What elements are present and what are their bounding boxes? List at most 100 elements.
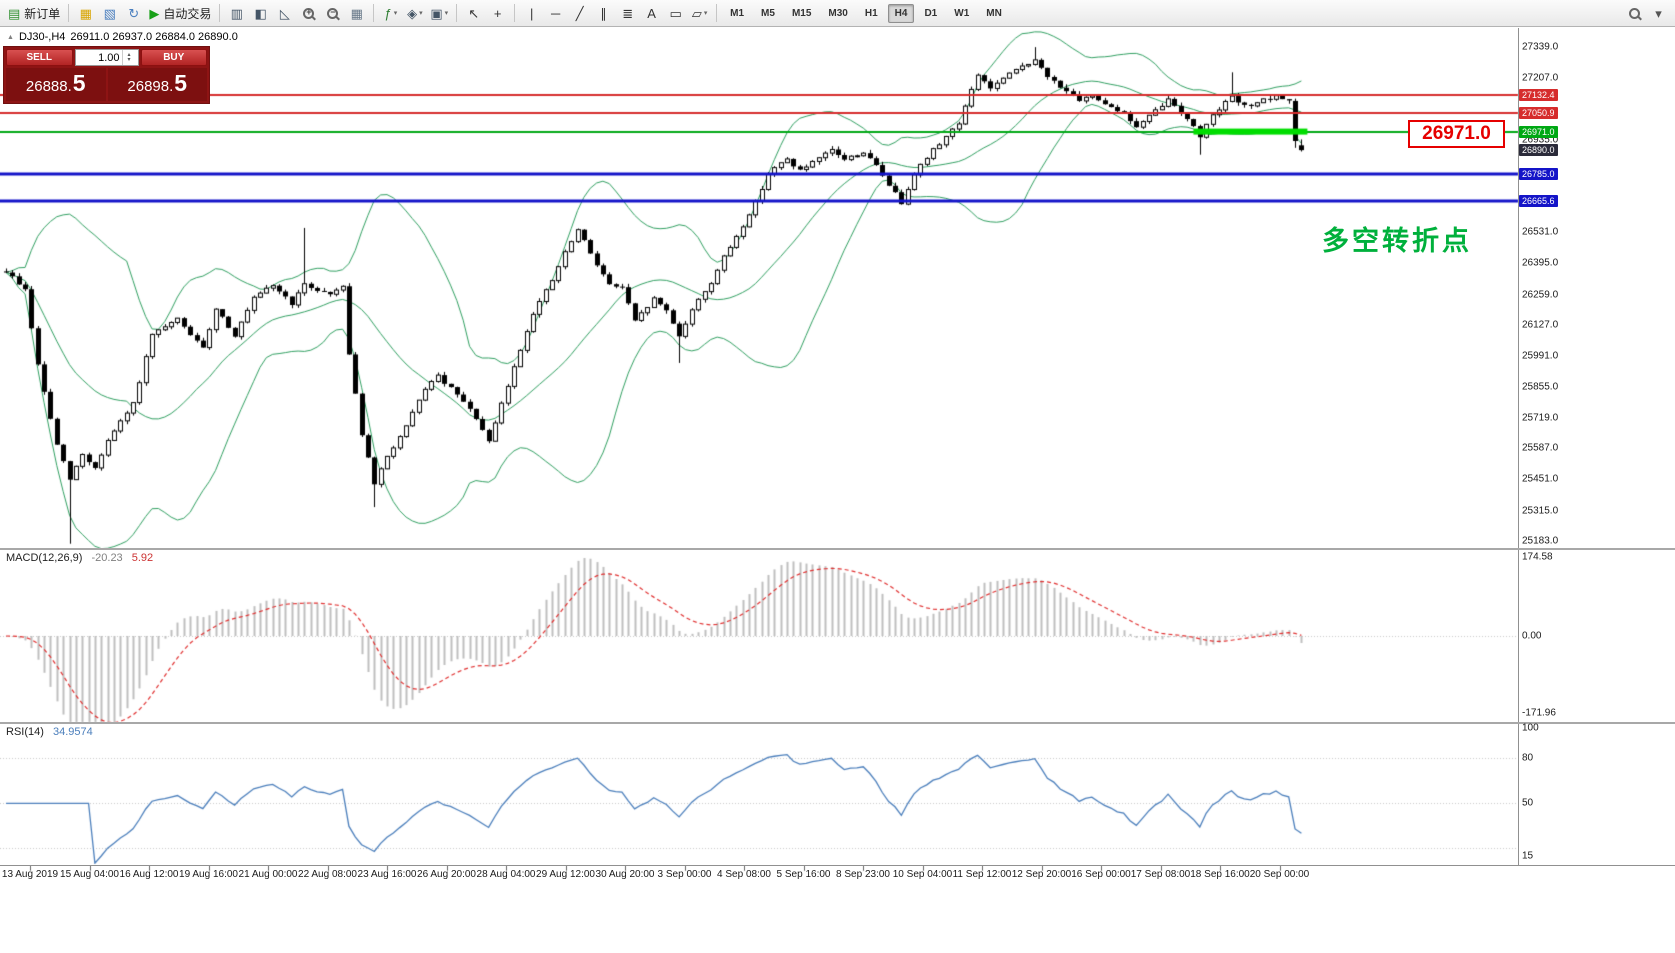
new-chart-icon[interactable]: ▦ [74,3,97,24]
candlestick-chart-icon-glyph: ◧ [254,5,267,21]
time-axis-label: 28 Aug 04:00 [476,869,536,880]
toolbar-separator [68,4,70,22]
equidistant-channel-icon[interactable]: ∥ [592,3,615,24]
toolbar: ▤新订单▦▧↻▶自动交易▥◧◺▦ƒ▾◈▾▣▾↖+|─╱∥≣A▭▱▾M1M5M15… [0,0,1675,27]
price-axis-label: 27207.0 [1522,72,1559,84]
time-axis-tick [149,866,150,870]
cursor-icon-glyph: ↖ [468,5,480,21]
text-icon[interactable]: A [640,3,663,24]
timeframe-h4[interactable]: H4 [887,3,915,23]
new-order-button-glyph: ▤ [8,5,21,21]
time-axis-label: 16 Sep 00:00 [1071,869,1131,880]
time-axis-label: 30 Aug 20:00 [595,869,655,880]
timeframe-d1[interactable]: D1 [924,7,938,19]
windows-menu[interactable]: ▣ ▾ [427,3,451,24]
price-callout-box[interactable]: 26971.0 [1408,120,1505,148]
trendline-icon[interactable]: ╱ [568,3,591,24]
price-line-tag[interactable]: 27132.4 [1519,88,1558,101]
search-icon[interactable] [1623,3,1646,24]
price-line-tag[interactable]: 26665.6 [1519,195,1558,208]
timeframe-m30[interactable]: M30 [828,7,848,19]
price-line-tag[interactable]: 26785.0 [1519,168,1558,181]
objects-menu[interactable]: ◈ ▾ [403,3,426,24]
time-axis-tick [625,866,626,870]
label-icon-glyph: ▭ [669,5,682,21]
price-axis-label: 26395.0 [1522,257,1559,269]
zoom-in-icon[interactable] [297,3,320,24]
menu-chevron-icon[interactable]: ▾ [1647,3,1670,24]
cursor-icon[interactable]: ↖ [462,3,485,24]
indicators-menu[interactable]: ƒ ▾ [379,3,402,24]
time-axis-label: 22 Aug 08:00 [298,869,357,880]
collapse-panel-icon[interactable]: ▲ [7,33,14,41]
time-axis-label: 16 Aug 12:00 [119,869,179,880]
sell-button[interactable]: SELL [6,49,73,66]
toolbar-separator [456,4,458,22]
toolbar-separator [716,4,718,22]
shapes-menu[interactable]: ▱ ▾ [688,3,711,24]
time-axis-tick [566,866,567,870]
time-axis-label: 29 Aug 12:00 [536,869,595,880]
buy-button[interactable]: BUY [140,49,207,66]
price-axis[interactable] [1518,28,1519,866]
macd-panel-splitter[interactable] [0,548,1675,550]
macd-header: MACD(12,26,9) -20.23 5.92 [6,552,153,564]
volume-down-button[interactable]: ▾ [127,56,131,63]
timeframe-m5[interactable]: M5 [761,7,775,19]
objects-menu-glyph: ◈ [407,5,418,21]
symbol-header: ▲ DJ30-,H4 26911.0 26937.0 26884.0 26890… [7,31,238,43]
rsi-axis-label: 15 [1522,850,1534,862]
time-axis-tick [863,866,864,870]
trendline-icon-glyph: ╱ [575,5,584,21]
timeframe-m15[interactable]: M15 [791,7,812,19]
volume-up-button[interactable]: ▴ [127,51,131,58]
sell-price[interactable]: 26888. 5 [6,68,106,101]
symbol-name: DJ30-,H4 [18,31,66,43]
bar-chart-icon-glyph: ▥ [230,5,243,21]
vertical-line-icon[interactable]: | [520,3,543,24]
price-axis-label: 26259.0 [1522,289,1559,301]
price-line-tag[interactable]: 26971.0 [1519,125,1558,138]
time-axis-tick [30,866,31,870]
turning-point-annotation: 多空转折点 [1322,226,1472,256]
volume-input[interactable] [75,50,122,65]
horizontal-line-icon[interactable]: ─ [544,3,567,24]
time-axis-tick [447,866,448,870]
rsi-title: RSI(14) [6,726,44,738]
price-axis-label: 26935.0 [1522,134,1559,146]
label-icon[interactable]: ▭ [664,3,687,24]
new-order-button[interactable]: ▤ 新订单 [5,3,63,24]
zoom-out-icon[interactable] [321,3,344,24]
bar-chart-icon[interactable]: ▥ [225,3,248,24]
one-click-trading-panel: SELL ▴ ▾ BUY 26888.5 26898.5 [3,46,210,104]
time-axis-tick [744,866,745,870]
time-axis-label: 3 Sep 00:00 [657,869,712,880]
buy-price[interactable]: 26898. 5 [107,68,207,101]
fibonacci-icon[interactable]: ≣ [616,3,639,24]
price-line-tag[interactable]: 27050.9 [1519,107,1558,120]
time-axis-label: 26 Aug 20:00 [417,869,476,880]
rsi-panel-splitter[interactable] [0,722,1675,724]
timeframe-w1[interactable]: W1 [954,7,970,19]
candlestick-chart-icon[interactable]: ◧ [249,3,272,24]
timeframe-mn[interactable]: MN [986,7,1002,19]
time-axis-label: 11 Sep 12:00 [952,869,1012,880]
timeframe-m1[interactable]: M1 [730,7,745,19]
line-chart-icon[interactable]: ◺ [273,3,296,24]
algo-trading-button[interactable]: ▶ 自动交易 [146,3,214,24]
buy-price-main: 26898. [127,78,174,95]
timeframe-h1[interactable]: H1 [864,7,878,19]
time-axis-tick [506,866,507,870]
crosshair-icon[interactable]: + [486,3,509,24]
time-axis-tick [328,866,329,870]
grid-icon-glyph: ▦ [350,5,363,21]
profiles-icon-glyph: ▧ [103,5,116,21]
time-axis-tick [685,866,686,870]
current-price-tag[interactable]: 26890.0 [1519,144,1558,157]
profiles-icon[interactable]: ▧ [98,3,121,24]
refresh-icon[interactable]: ↻ [122,3,145,24]
line-chart-icon-glyph: ◺ [279,5,290,21]
sell-price-pips: 5 [72,70,86,96]
grid-icon[interactable]: ▦ [345,3,368,24]
